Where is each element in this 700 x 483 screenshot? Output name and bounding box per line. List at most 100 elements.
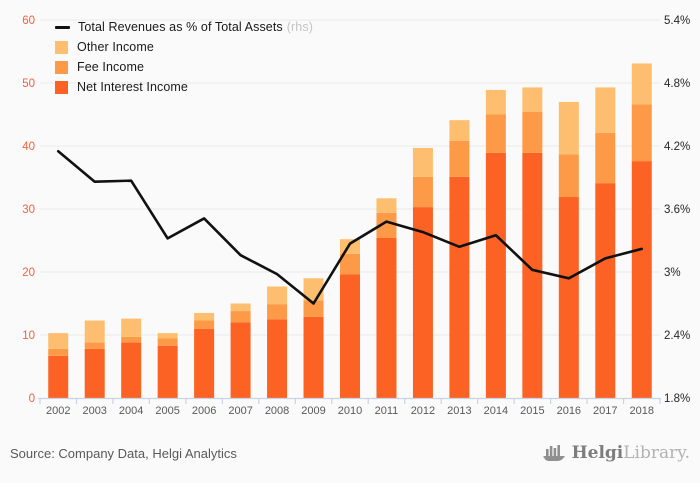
x-axis-year-label: 2018 [630, 405, 654, 417]
x-axis-year-label: 2015 [520, 405, 544, 417]
bar-segment [558, 154, 579, 198]
left-axis-tick-label: 20 [22, 267, 35, 279]
bar-segment [595, 132, 616, 184]
x-axis-year-label: 2009 [301, 405, 325, 417]
bar-segment [340, 239, 360, 254]
bar-segment [522, 152, 543, 398]
bar-segment [194, 320, 215, 329]
left-axis-tick-label: 0 [29, 393, 35, 405]
bar-segment [157, 338, 178, 346]
right-axis-tick-label: 5.4% [664, 15, 690, 27]
x-axis-year-label: 2014 [484, 405, 508, 417]
x-axis-year-label: 2012 [411, 405, 435, 417]
left-axis-tick-label: 30 [22, 204, 35, 216]
bar-segment [595, 87, 616, 133]
bar-segment [157, 333, 178, 339]
legend: Total Revenues as % of Total Assets (rhs)… [55, 19, 313, 95]
fee-income-swatch-icon [55, 60, 68, 74]
x-axis-year-label: 2005 [155, 405, 179, 417]
left-axis-tick-label: 40 [22, 141, 35, 153]
line-series-swatch-icon [55, 25, 70, 29]
right-axis-tick-label: 2.4% [664, 330, 690, 342]
bar-segment [485, 152, 506, 398]
x-axis-year-label: 2007 [228, 405, 252, 417]
bar-segment [376, 198, 397, 213]
bar-segment [522, 87, 543, 112]
bar-segment [376, 212, 397, 238]
chart-plot: 0 10 20 30 40 50 60 1.8% 2.4% 3% 3.6% 4.2% 4.8% 5.4% 2… [22, 15, 690, 417]
left-axis-tick-label: 50 [22, 78, 35, 90]
bar-segment [631, 161, 652, 398]
legend-label: Fee Income [77, 60, 145, 74]
source-note: Source: Company Data, Helgi Analytics [10, 446, 237, 461]
right-axis-tick-label: 3.6% [664, 204, 690, 216]
bar-segment [449, 120, 470, 141]
bar-segment [412, 207, 433, 398]
bar-segment [522, 111, 543, 153]
x-axis-year-label: 2006 [192, 405, 216, 417]
bar-segment [485, 89, 506, 115]
x-axis-year-label: 2003 [82, 405, 106, 417]
right-axis-tick-label: 1.8% [664, 393, 690, 405]
bar-segment [303, 316, 324, 398]
bar-segment [194, 312, 215, 321]
bar-segment [84, 342, 105, 349]
bar-segment [558, 101, 579, 155]
legend-item-fee-income: Fee Income [55, 59, 313, 75]
x-axis-year-label: 2016 [557, 405, 581, 417]
bar-segment [449, 176, 470, 398]
other-income-swatch-icon [55, 40, 68, 54]
helgi-library-logo: Helgi Library. [543, 443, 690, 463]
legend-label: Total Revenues as % of Total Assets (rhs) [78, 20, 313, 34]
bar-segment [303, 300, 324, 317]
bar-segment [84, 348, 105, 398]
bar-segment [121, 342, 142, 398]
bar-segment [48, 348, 69, 356]
rhs-note: (rhs) [286, 20, 313, 34]
bar-segment [449, 140, 470, 177]
bar-segment [558, 197, 579, 398]
bar-segment [340, 274, 360, 398]
right-axis-tick-label: 4.2% [664, 141, 690, 153]
bar-segment [412, 147, 433, 177]
logo-text-helgi: Helgi [571, 443, 624, 463]
bar-segment [595, 183, 616, 398]
bar-segment [48, 355, 69, 398]
bar-segment [485, 114, 506, 153]
left-axis-tick-label: 60 [22, 15, 35, 27]
right-axis-tick-label: 3% [664, 267, 681, 279]
right-axis-tick-label: 4.8% [664, 78, 690, 90]
legend-item-net-interest-income: Net Interest Income [55, 79, 313, 95]
net-interest-income-swatch-icon [55, 80, 68, 94]
x-axis-year-label: 2013 [447, 405, 471, 417]
bar-segment [631, 104, 652, 162]
x-axis-year-label: 2004 [119, 405, 143, 417]
bar-segment [412, 176, 433, 208]
legend-item-other-income: Other Income [55, 39, 313, 55]
x-axis-year-label: 2002 [46, 405, 70, 417]
bar-segment [230, 303, 251, 312]
bar-segment [230, 311, 251, 323]
bar-segment [157, 345, 178, 398]
bar-segment [194, 328, 215, 398]
helgi-ship-icon [543, 445, 565, 461]
bar-segment [631, 63, 652, 105]
logo-text-library: Library. [623, 443, 690, 463]
bar-segment [267, 304, 288, 320]
x-axis-year-label: 2011 [375, 405, 399, 417]
bar-segment [121, 336, 142, 343]
left-axis-tick-label: 10 [22, 330, 35, 342]
legend-label: Net Interest Income [77, 80, 188, 94]
x-axis-year-label: 2008 [265, 405, 289, 417]
legend-item-total-revenues: Total Revenues as % of Total Assets (rhs) [55, 19, 313, 35]
bar-segment [340, 253, 360, 275]
bar-segment [267, 319, 288, 398]
bar-segment [121, 318, 142, 337]
bar-segment [376, 237, 397, 398]
legend-label: Other Income [77, 40, 154, 54]
x-axis-year-label: 2010 [338, 405, 362, 417]
total-revenues-line [56, 149, 644, 305]
x-axis-year-label: 2017 [593, 405, 617, 417]
bar-segment [84, 320, 105, 343]
